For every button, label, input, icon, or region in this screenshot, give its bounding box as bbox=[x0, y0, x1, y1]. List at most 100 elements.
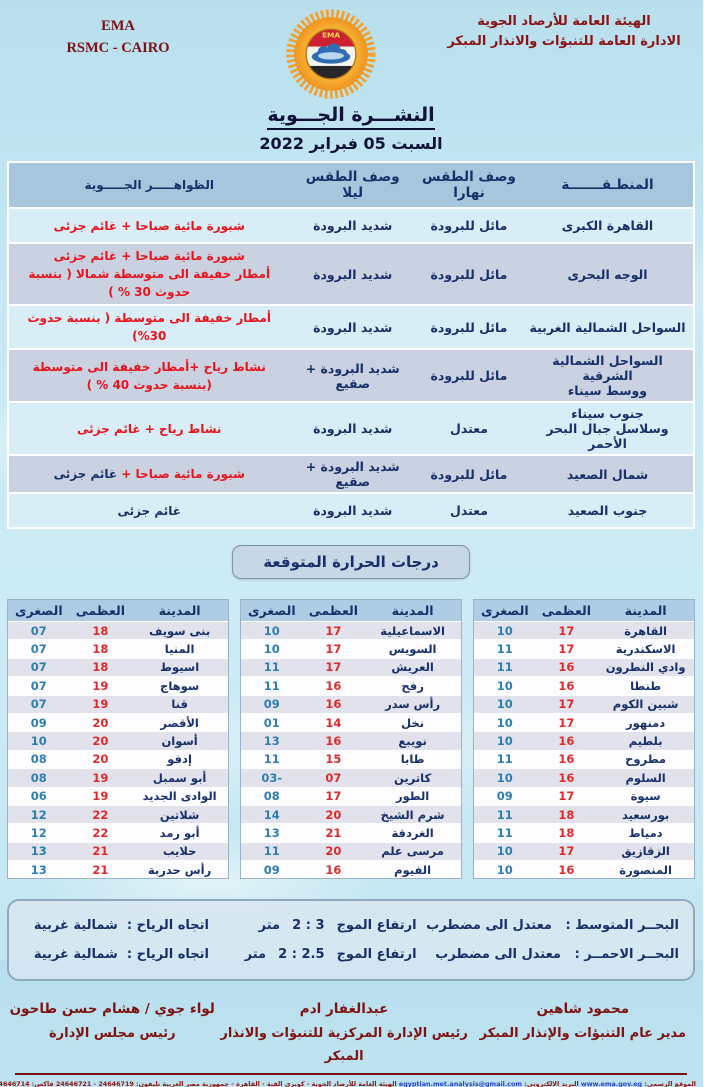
phenomena-alert-text: شبورة مائية صباحا + غائم جزئى أمطار خفيف… bbox=[29, 249, 272, 299]
night-weather-cell: شديد البرودة bbox=[314, 218, 394, 233]
region-cell: جنوب سيناء وسلاسل جبال البحر الأحمر bbox=[547, 406, 670, 451]
max-temp: 19 bbox=[93, 697, 110, 712]
night-weather-cell: شديد البرودة + صقيع bbox=[306, 459, 401, 489]
min-temp: 13 bbox=[264, 734, 281, 749]
official-site-link[interactable]: www.ema.gov.eg bbox=[581, 1079, 644, 1087]
city-name: كاترين bbox=[395, 770, 433, 785]
temp-row: بورسعيد 18 11 bbox=[475, 804, 695, 824]
city-name: الغردقة bbox=[392, 825, 435, 840]
phenomena-cell: شبورة مائية صباحا + غائم جزئى bbox=[10, 214, 290, 238]
city-name: دمنهور bbox=[627, 715, 667, 730]
city-name: بنى سويف bbox=[150, 623, 212, 638]
phenomena-cell: شبورة مائية صباحا + غائم جزئى bbox=[10, 462, 290, 486]
city-name: الاسكندرية bbox=[616, 642, 677, 657]
temp-row: الاسكندرية 17 11 bbox=[475, 639, 695, 658]
city-name: الاسماعيلية bbox=[381, 623, 446, 638]
max-column-header: العظمى bbox=[309, 603, 360, 618]
signature-board-chairman: لواء جوي / هشام حسن طاحون رئيس مجلس الإد… bbox=[6, 997, 221, 1068]
phenomena-cell: شبورة مائية صباحا + غائم جزئى أمطار خفيف… bbox=[10, 244, 290, 304]
city-name: المنيا bbox=[165, 642, 196, 657]
expected-temperatures-heading: درجات الحرارة المتوقعة bbox=[233, 545, 471, 579]
sea-name: البحــر المتوسط : bbox=[566, 918, 680, 934]
temp-table-header: المدينة العظمى الصغرى bbox=[475, 600, 695, 621]
city-name: القاهرة bbox=[625, 623, 668, 638]
city-name: حلايب bbox=[163, 844, 198, 859]
max-column-header: العظمى bbox=[542, 603, 593, 618]
temp-table-header: المدينة العظمى الصغرى bbox=[9, 600, 229, 621]
city-name: الطور bbox=[396, 789, 431, 804]
email-link[interactable]: egyptian.met.analysis@gmail.com bbox=[399, 1079, 524, 1087]
city-name: المنصورة bbox=[620, 862, 673, 877]
max-temp: 15 bbox=[326, 752, 343, 767]
city-name: دمياط bbox=[629, 825, 664, 840]
org-name-english: EMA RSMC - CAIRO bbox=[14, 16, 224, 60]
org-ar-line2: الادارة العامة للتنبؤات والانذار المبكر bbox=[448, 34, 682, 50]
max-temp: 16 bbox=[559, 862, 576, 877]
temp-row: بنى سويف 18 07 bbox=[9, 621, 229, 640]
min-temp: 14 bbox=[264, 807, 281, 822]
min-temp: 10 bbox=[31, 734, 48, 749]
city-name: إدفو bbox=[168, 752, 193, 767]
wave-height: ارتفاع الموج 2 : 2.5 متر bbox=[221, 947, 418, 962]
wind-direction: اتجاه الرياح : شمالية غربية bbox=[24, 947, 221, 962]
max-temp: 17 bbox=[326, 642, 343, 657]
max-temp: 22 bbox=[93, 807, 110, 822]
city-name: طابا bbox=[401, 752, 426, 767]
signature-title: رئيس مجلس الإدارة bbox=[49, 1025, 177, 1041]
temp-row: طنطا 16 10 bbox=[475, 676, 695, 695]
min-temp: 10 bbox=[497, 862, 514, 877]
max-temp: 19 bbox=[93, 678, 110, 693]
phenomena-alert-text: أمطار خفيفة الى متوسطة ( بنسبة حدوث 30%) bbox=[28, 311, 272, 343]
phenomena-alert-text: نشاط رياح +أمطار خفيفة الى متوسطة (بنسبة… bbox=[33, 359, 267, 392]
min-temp: 06 bbox=[31, 789, 48, 804]
city-name: قنا bbox=[172, 697, 189, 712]
phenomena-alert-text: شبورة مائية صباحا + غائم جزئى bbox=[54, 218, 246, 233]
night-weather-cell: شديد البرودة + صقيع bbox=[306, 360, 401, 391]
region-cell: الوجه البحرى bbox=[568, 266, 649, 282]
phenomena-alert-text: شبورة مائية صباحا + bbox=[118, 467, 246, 481]
max-temp: 16 bbox=[559, 770, 576, 785]
max-temp: 17 bbox=[559, 844, 576, 859]
temp-row: المنصورة 16 10 bbox=[475, 860, 695, 879]
signatures-section: محمود شاهين مدير عام التنبؤات والإنذار ا… bbox=[6, 997, 698, 1068]
min-temp: 12 bbox=[31, 825, 48, 840]
org-en-line2: RSMC - CAIRO bbox=[67, 39, 171, 56]
max-temp: 17 bbox=[559, 642, 576, 657]
ema-sun-logo-icon: EMA bbox=[285, 8, 380, 99]
phenomena-cell: نشاط رياح + غائم جزئى bbox=[10, 417, 290, 441]
max-temp: 20 bbox=[326, 844, 343, 859]
temp-row: دمياط 18 11 bbox=[475, 823, 695, 842]
min-temp: 10 bbox=[497, 623, 514, 638]
day-weather-cell: معتدل bbox=[451, 421, 489, 436]
forecast-row: القاهرة الكبرى مائل للبرودة شديد البرودة… bbox=[10, 207, 694, 242]
min-column-header: الصغرى bbox=[482, 603, 530, 618]
max-temp: 18 bbox=[93, 660, 110, 675]
temp-table-cairo-delta: المدينة العظمى الصغرى القاهرة 17 10 الاس… bbox=[474, 599, 696, 880]
footer-divider bbox=[16, 1072, 688, 1075]
day-weather-cell: مائل للبرودة bbox=[431, 368, 509, 383]
max-temp: 21 bbox=[326, 825, 343, 840]
min-temp: 09 bbox=[31, 715, 48, 730]
city-name: السلوم bbox=[626, 770, 667, 785]
wave-height: ارتفاع الموج 2 : 3 متر bbox=[221, 918, 418, 933]
org-ar-line1: الهيئة العامة للأرصاد الجوية bbox=[478, 14, 652, 29]
temp-table-upper-egypt: المدينة العظمى الصغرى بنى سويف 18 07 الم… bbox=[8, 599, 230, 880]
phenomena-normal-text: غائم جزئى bbox=[54, 467, 119, 481]
city-name: الوادى الجديد bbox=[143, 789, 218, 804]
min-temp: 10 bbox=[497, 844, 514, 859]
max-temp: 18 bbox=[93, 623, 110, 638]
min-temp: 08 bbox=[264, 789, 281, 804]
bulletin-title: النشـــرة الجـــوية bbox=[0, 104, 704, 130]
temp-row: أبو رمد 22 12 bbox=[9, 823, 229, 842]
city-name: نويبع bbox=[399, 734, 428, 749]
min-temp: 11 bbox=[497, 825, 514, 840]
temp-row: وادي النطرون 16 11 bbox=[475, 657, 695, 677]
city-column-header: المدينة bbox=[159, 603, 202, 618]
min-temp: 11 bbox=[264, 844, 281, 859]
sea-state: معتدل الى مضطرب bbox=[427, 918, 553, 934]
city-name: شبين الكوم bbox=[613, 697, 680, 712]
max-temp: 22 bbox=[93, 825, 110, 840]
temp-row: دمنهور 17 10 bbox=[475, 712, 695, 732]
svg-text:EMA: EMA bbox=[323, 30, 341, 39]
max-temp: 17 bbox=[559, 715, 576, 730]
